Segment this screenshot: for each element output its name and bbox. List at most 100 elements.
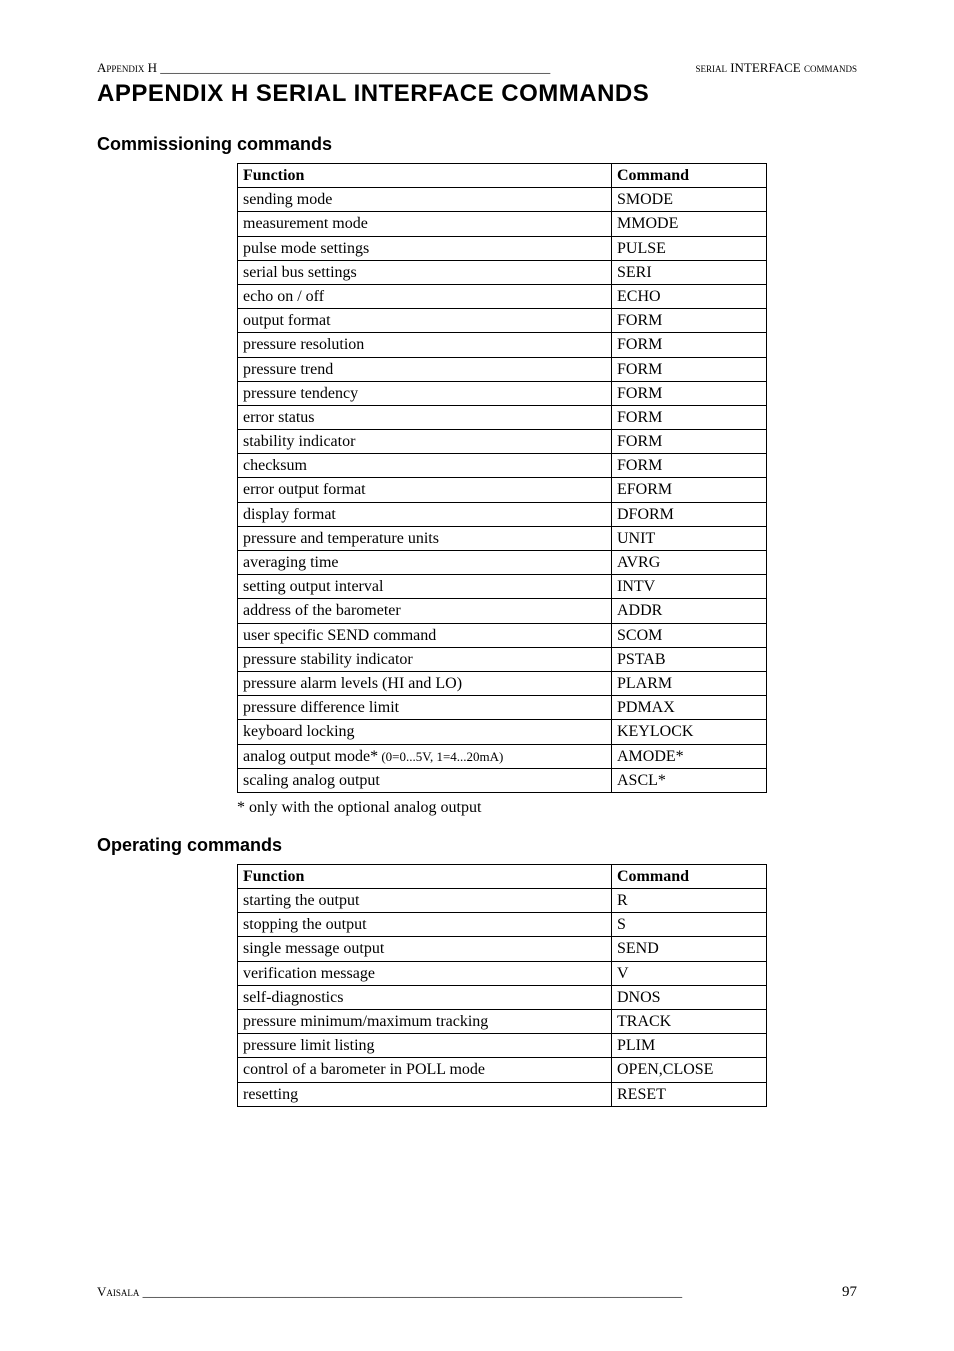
table-row: error output formatEFORM bbox=[238, 478, 767, 502]
cell-command: ADDR bbox=[612, 599, 767, 623]
cell-function: display format bbox=[238, 502, 612, 526]
cell-command: ECHO bbox=[612, 284, 767, 308]
cell-command: RESET bbox=[612, 1082, 767, 1106]
table-row: pressure resolutionFORM bbox=[238, 333, 767, 357]
cell-command: INTV bbox=[612, 575, 767, 599]
cell-function: single message output bbox=[238, 937, 612, 961]
table-row: pressure tendencyFORM bbox=[238, 381, 767, 405]
cell-command: EFORM bbox=[612, 478, 767, 502]
cell-command: KEYLOCK bbox=[612, 720, 767, 744]
cell-function: measurement mode bbox=[238, 212, 612, 236]
cell-command: OPEN,CLOSE bbox=[612, 1058, 767, 1082]
cell-function: resetting bbox=[238, 1082, 612, 1106]
table-row: pressure minimum/maximum trackingTRACK bbox=[238, 1010, 767, 1034]
cell-command: TRACK bbox=[612, 1010, 767, 1034]
cell-function: self-diagnostics bbox=[238, 985, 612, 1009]
footer-brand: Vaisala bbox=[97, 1284, 139, 1299]
table-row: self-diagnosticsDNOS bbox=[238, 985, 767, 1009]
cell-command: SEND bbox=[612, 937, 767, 961]
col-command: Command bbox=[612, 864, 767, 888]
table-row: pressure stability indicatorPSTAB bbox=[238, 647, 767, 671]
table-row: verification messageV bbox=[238, 961, 767, 985]
col-function: Function bbox=[238, 864, 612, 888]
cell-function: pressure stability indicator bbox=[238, 647, 612, 671]
page-footer: Vaisala ________________________________… bbox=[97, 1284, 857, 1301]
header-right-main: INTERFACE bbox=[730, 60, 801, 75]
table-row: analog output mode* (0=0...5V, 1=4...20m… bbox=[238, 744, 767, 768]
table-row: address of the barometerADDR bbox=[238, 599, 767, 623]
table-row: stability indicatorFORM bbox=[238, 430, 767, 454]
cell-function: error status bbox=[238, 405, 612, 429]
cell-command: FORM bbox=[612, 333, 767, 357]
table-row: pressure and temperature unitsUNIT bbox=[238, 526, 767, 550]
cell-function: keyboard locking bbox=[238, 720, 612, 744]
cell-command: ASCL* bbox=[612, 768, 767, 792]
cell-command: FORM bbox=[612, 357, 767, 381]
table-row: echo on / offECHO bbox=[238, 284, 767, 308]
cell-function: pressure alarm levels (HI and LO) bbox=[238, 671, 612, 695]
cell-function: address of the barometer bbox=[238, 599, 612, 623]
cell-command: MMODE bbox=[612, 212, 767, 236]
cell-command: SMODE bbox=[612, 188, 767, 212]
cell-command: V bbox=[612, 961, 767, 985]
table-row: setting output intervalINTV bbox=[238, 575, 767, 599]
cell-command: FORM bbox=[612, 309, 767, 333]
cell-function: pressure difference limit bbox=[238, 696, 612, 720]
operating-table-wrap: Function Command starting the outputRsto… bbox=[237, 864, 857, 1107]
header-filler: ________________________________________… bbox=[157, 60, 550, 75]
cell-command: DFORM bbox=[612, 502, 767, 526]
cell-command: SERI bbox=[612, 260, 767, 284]
cell-command: FORM bbox=[612, 454, 767, 478]
cell-function: analog output mode* (0=0...5V, 1=4...20m… bbox=[238, 744, 612, 768]
header-left: Appendix H _____________________________… bbox=[97, 60, 550, 76]
table-row: keyboard lockingKEYLOCK bbox=[238, 720, 767, 744]
cell-command: S bbox=[612, 913, 767, 937]
cell-command: R bbox=[612, 889, 767, 913]
footer-page-number: 97 bbox=[842, 1284, 857, 1301]
cell-command: SCOM bbox=[612, 623, 767, 647]
table-row: starting the outputR bbox=[238, 889, 767, 913]
cell-function: pressure tendency bbox=[238, 381, 612, 405]
cell-command: AMODE* bbox=[612, 744, 767, 768]
table-header-row: Function Command bbox=[238, 864, 767, 888]
table-row: resettingRESET bbox=[238, 1082, 767, 1106]
cell-function: pressure and temperature units bbox=[238, 526, 612, 550]
cell-command: PSTAB bbox=[612, 647, 767, 671]
cell-function: serial bus settings bbox=[238, 260, 612, 284]
cell-command: PDMAX bbox=[612, 696, 767, 720]
table-row: serial bus settingsSERI bbox=[238, 260, 767, 284]
table-row: single message outputSEND bbox=[238, 937, 767, 961]
header-right-prefix: serial bbox=[695, 60, 730, 75]
table-row: pressure trendFORM bbox=[238, 357, 767, 381]
page-header: Appendix H _____________________________… bbox=[97, 60, 857, 76]
cell-function: scaling analog output bbox=[238, 768, 612, 792]
cell-function: pressure limit listing bbox=[238, 1034, 612, 1058]
cell-function: sending mode bbox=[238, 188, 612, 212]
table-row: measurement modeMMODE bbox=[238, 212, 767, 236]
col-command: Command bbox=[612, 164, 767, 188]
cell-command: UNIT bbox=[612, 526, 767, 550]
cell-function: pressure minimum/maximum tracking bbox=[238, 1010, 612, 1034]
col-function: Function bbox=[238, 164, 612, 188]
cell-function: averaging time bbox=[238, 551, 612, 575]
table-row: averaging timeAVRG bbox=[238, 551, 767, 575]
table-row: scaling analog outputASCL* bbox=[238, 768, 767, 792]
cell-function: verification message bbox=[238, 961, 612, 985]
cell-command: PLARM bbox=[612, 671, 767, 695]
header-left-text: Appendix H bbox=[97, 60, 157, 75]
cell-function: setting output interval bbox=[238, 575, 612, 599]
cell-command: PLIM bbox=[612, 1034, 767, 1058]
cell-command: DNOS bbox=[612, 985, 767, 1009]
cell-function: echo on / off bbox=[238, 284, 612, 308]
table-row: pressure limit listingPLIM bbox=[238, 1034, 767, 1058]
table-row: output formatFORM bbox=[238, 309, 767, 333]
header-right-suffix: commands bbox=[801, 60, 857, 75]
cell-function: pressure trend bbox=[238, 357, 612, 381]
table-row: checksumFORM bbox=[238, 454, 767, 478]
cell-function: control of a barometer in POLL mode bbox=[238, 1058, 612, 1082]
commissioning-table: Function Command sending modeSMODEmeasur… bbox=[237, 163, 767, 793]
table-row: display formatDFORM bbox=[238, 502, 767, 526]
operating-table: Function Command starting the outputRsto… bbox=[237, 864, 767, 1107]
table-row: pressure alarm levels (HI and LO)PLARM bbox=[238, 671, 767, 695]
cell-command: FORM bbox=[612, 381, 767, 405]
